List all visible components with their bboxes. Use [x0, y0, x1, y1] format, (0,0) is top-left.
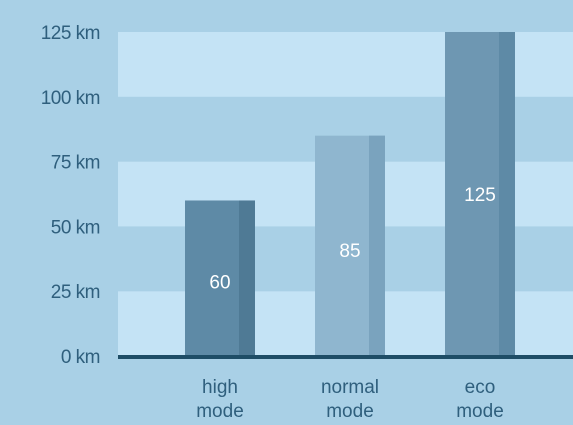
x-tick-label-line: mode: [196, 401, 244, 422]
bar-value-label: 60: [209, 272, 230, 293]
x-tick-label-line: high: [202, 377, 238, 398]
y-tick-label: 50 km: [51, 217, 100, 238]
x-tick-label: normal mode: [321, 377, 379, 422]
y-tick-label: 25 km: [51, 282, 100, 303]
x-tick-label-line: eco: [465, 377, 496, 398]
bar-shade: [499, 32, 515, 356]
bar-value-label: 85: [339, 241, 360, 262]
bar-value-label: 125: [464, 185, 496, 206]
y-tick-label: 75 km: [51, 153, 100, 174]
bar-group: 60: [185, 200, 255, 356]
y-axis-ticks: 0 km 25 km 50 km 75 km 100 km 125 km: [41, 23, 101, 368]
x-tick-label: high mode: [196, 377, 244, 422]
y-tick-label: 125 km: [41, 23, 100, 44]
x-tick-label-line: mode: [326, 401, 374, 422]
x-axis-ticks: high mode normal mode eco mode: [196, 377, 504, 422]
y-tick-label: 100 km: [41, 88, 100, 109]
y-tick-label: 0 km: [61, 347, 100, 368]
bar-shade: [369, 135, 385, 356]
bar-group: 125: [445, 32, 515, 356]
x-tick-label: eco mode: [456, 377, 504, 422]
bar-group: 85: [315, 135, 385, 356]
bars: 60 85 125: [185, 32, 515, 356]
x-tick-label-line: normal: [321, 377, 379, 398]
x-tick-label-line: mode: [456, 401, 504, 422]
bar-shade: [239, 200, 255, 356]
